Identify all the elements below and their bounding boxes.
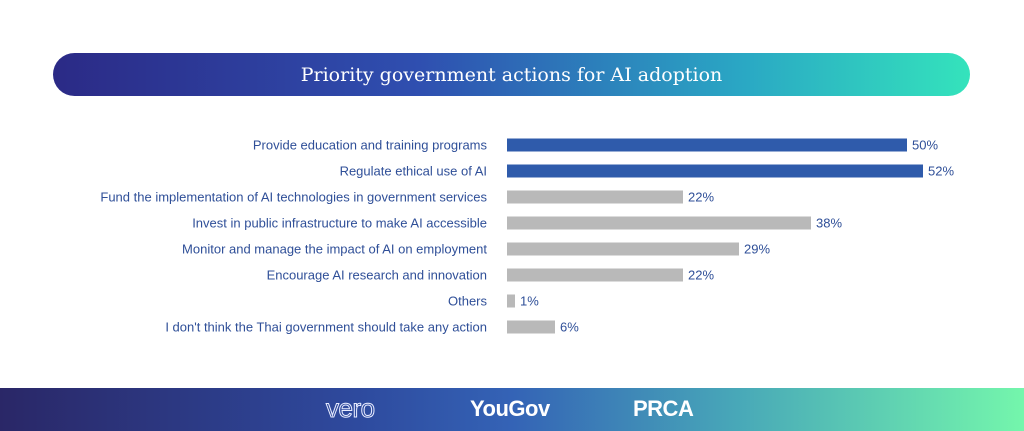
category-label: Regulate ethical use of AI bbox=[340, 164, 487, 179]
bar bbox=[507, 242, 739, 256]
chart-title-banner: Priority government actions for AI adopt… bbox=[53, 53, 970, 96]
value-label: 50% bbox=[912, 138, 938, 153]
bar bbox=[507, 164, 923, 178]
bar bbox=[507, 268, 683, 282]
bar bbox=[507, 216, 811, 230]
vero-logo: vero bbox=[326, 393, 376, 424]
category-label: Provide education and training programs bbox=[253, 138, 488, 153]
value-label: 29% bbox=[744, 242, 770, 257]
category-label: Invest in public infrastructure to make … bbox=[192, 216, 487, 231]
value-label: 52% bbox=[928, 164, 954, 179]
bar bbox=[507, 138, 907, 152]
category-label: Encourage AI research and innovation bbox=[267, 268, 487, 283]
category-label: Fund the implementation of AI technologi… bbox=[100, 190, 487, 205]
category-label: Monitor and manage the impact of AI on e… bbox=[182, 242, 487, 257]
value-label: 38% bbox=[816, 216, 842, 231]
prca-logo: PRCA bbox=[633, 396, 694, 421]
value-label: 6% bbox=[560, 320, 579, 335]
footer-banner: vero YouGov PRCA bbox=[0, 388, 1024, 431]
bar bbox=[507, 320, 555, 334]
value-label: 1% bbox=[520, 294, 539, 309]
value-label: 22% bbox=[688, 190, 714, 205]
category-label: I don't think the Thai government should… bbox=[165, 320, 487, 335]
bar bbox=[507, 294, 515, 308]
value-label: 22% bbox=[688, 268, 714, 283]
bar-chart: Provide education and training programs 5… bbox=[100, 138, 954, 335]
yougov-logo: YouGov bbox=[470, 396, 550, 421]
chart-title: Priority government actions for AI adopt… bbox=[300, 63, 723, 86]
bar bbox=[507, 190, 683, 204]
category-label: Others bbox=[448, 294, 488, 309]
